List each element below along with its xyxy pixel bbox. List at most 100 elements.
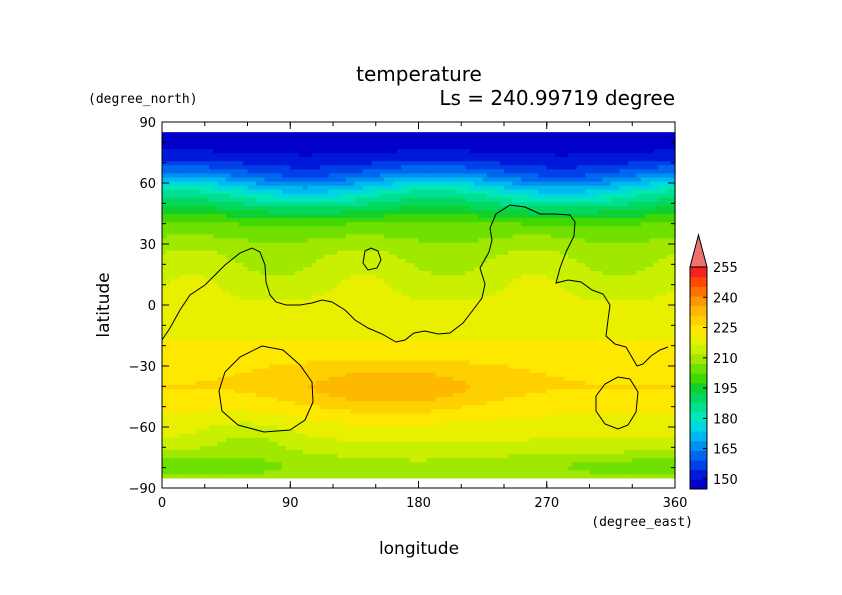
heatmap-cell [504,412,509,418]
heatmap-cell [598,372,603,377]
heatmap-cell [474,408,479,414]
heatmap-cell [448,473,454,479]
heatmap-cell [392,319,398,324]
heatmap-cell [649,384,655,389]
heatmap-cell [226,315,232,320]
heatmap-cell [435,351,441,357]
heatmap-cell [191,311,197,316]
heatmap-cell [200,465,206,471]
heatmap-cell [341,359,347,365]
heatmap-cell [388,343,394,349]
heatmap-cell [653,400,659,406]
heatmap-cell [392,355,398,361]
heatmap-cell [606,420,612,426]
heatmap-cell [268,457,274,463]
heatmap-cell [649,441,655,446]
heatmap-cell [478,339,484,345]
heatmap-cell [179,424,184,430]
heatmap-cell [623,347,629,353]
heatmap-cell [593,384,599,389]
heatmap-cell [196,372,202,377]
heatmap-cell [217,363,223,369]
heatmap-cell [234,339,240,345]
heatmap-cell [602,343,608,349]
heatmap-cell [452,339,458,345]
heatmap-cell [260,400,266,406]
heatmap-cell [602,416,608,422]
heatmap-cell [474,359,479,365]
heatmap-cell [397,347,402,353]
heatmap-cell [371,429,377,434]
heatmap-cell [221,368,227,373]
heatmap-cell [256,315,261,320]
heatmap-cell [593,347,599,353]
heatmap-cell [504,400,509,406]
heatmap-cell [247,465,253,471]
heatmap-cell [345,355,351,361]
heatmap-cell [593,429,599,434]
heatmap-cell [542,461,548,467]
heatmap-cell [452,343,458,349]
heatmap-cell [516,355,522,361]
heatmap-cell [166,404,172,410]
heatmap-cell [273,363,279,369]
heatmap-cell [401,384,407,389]
heatmap-cell [303,473,308,479]
heatmap-cell [375,416,381,422]
heatmap-cell [251,457,257,463]
heatmap-cell [187,343,193,349]
heatmap-cell [474,437,479,442]
heatmap-cell [572,461,578,467]
heatmap-cell [649,363,655,369]
heatmap-cell [281,363,287,369]
heatmap-cell [183,429,189,434]
heatmap-cell [551,323,556,328]
heatmap-cell [602,372,608,377]
heatmap-cell [469,359,475,365]
heatmap-cell [294,315,300,320]
heatmap-cell [563,445,569,450]
heatmap-cell [491,457,497,463]
heatmap-cell [384,319,390,324]
heatmap-cell [499,424,505,430]
heatmap-cell [499,347,505,353]
heatmap-cell [397,441,402,446]
heatmap-cell [623,355,629,361]
heatmap-cell [486,315,492,320]
heatmap-cell [448,347,454,353]
heatmap-cell [371,441,377,446]
heatmap-cell [482,384,488,389]
heatmap-cell [256,396,261,402]
heatmap-cell [243,400,249,406]
heatmap-cell [512,351,518,357]
heatmap-cell [174,351,180,357]
heatmap-cell [486,311,492,316]
heatmap-cell [290,416,296,422]
heatmap-cell [563,412,569,418]
heatmap-cell [529,388,535,394]
heatmap-cell [200,384,206,389]
heatmap-cell [371,315,377,320]
heatmap-cell [670,327,676,333]
heatmap-cell [358,416,364,422]
heatmap-cell [268,384,274,389]
heatmap-cell [636,319,642,324]
heatmap-cell [461,465,467,471]
heatmap-cell [427,469,432,475]
heatmap-cell [529,404,535,410]
heatmap-cell [456,331,462,337]
heatmap-cell [572,315,578,320]
heatmap-cell [256,368,261,373]
heatmap-cell [324,392,330,398]
heatmap-cell [486,376,492,381]
heatmap-cell [636,457,642,463]
heatmap-cell [512,319,518,324]
heatmap-cell [243,368,249,373]
heatmap-cell [256,311,261,316]
heatmap-cell [290,376,296,381]
heatmap-cell [392,372,398,377]
heatmap-cell [444,347,450,353]
heatmap-cell [354,315,360,320]
heatmap-cell [589,437,595,442]
heatmap-cell [388,319,394,324]
